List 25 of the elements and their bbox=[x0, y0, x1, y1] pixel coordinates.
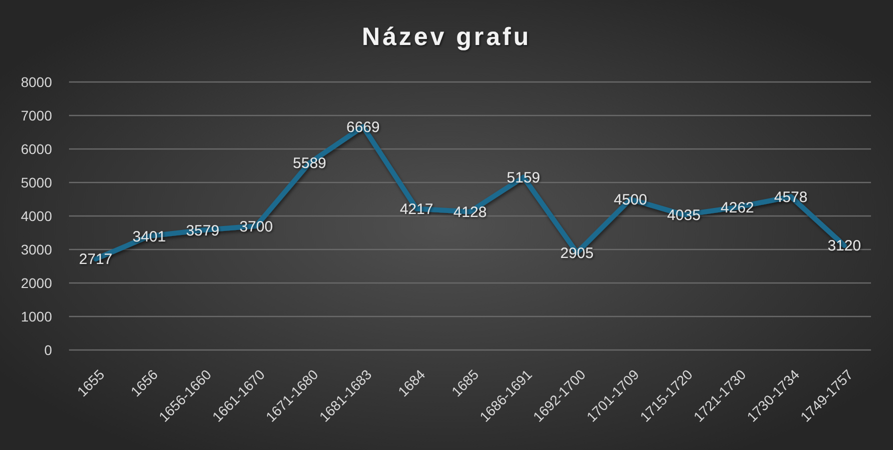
y-tick-label: 6000 bbox=[20, 140, 52, 157]
chart-title: Název grafu bbox=[362, 23, 532, 51]
y-tick-label: 0 bbox=[44, 342, 52, 358]
data-label: 6669 bbox=[346, 118, 380, 136]
data-label: 4262 bbox=[720, 199, 754, 216]
data-label: 5159 bbox=[506, 169, 540, 186]
data-label: 5589 bbox=[292, 155, 326, 172]
y-tick-label: 8000 bbox=[20, 74, 52, 90]
y-tick-label: 4000 bbox=[20, 208, 52, 224]
data-label: 3700 bbox=[239, 218, 273, 236]
data-label: 4500 bbox=[614, 192, 648, 208]
data-label: 4035 bbox=[667, 207, 701, 224]
y-tick-label: 1000 bbox=[20, 308, 52, 324]
data-label: 3120 bbox=[828, 238, 861, 255]
data-label: 3401 bbox=[132, 228, 166, 246]
data-label: 2717 bbox=[79, 251, 112, 268]
data-label: 4578 bbox=[774, 188, 808, 206]
data-label: 4217 bbox=[400, 200, 434, 218]
y-tick-label: 5000 bbox=[20, 174, 52, 190]
y-tick-label: 3000 bbox=[20, 241, 52, 258]
data-label: 2905 bbox=[560, 244, 594, 262]
data-label: 3579 bbox=[186, 222, 220, 240]
y-tick-label: 2000 bbox=[20, 274, 52, 291]
y-tick-label: 7000 bbox=[20, 107, 52, 124]
data-label: 4128 bbox=[453, 204, 487, 221]
